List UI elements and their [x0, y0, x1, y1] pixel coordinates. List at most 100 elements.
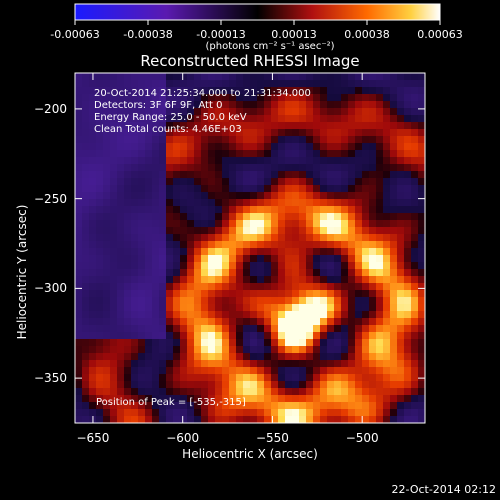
heatmap-cell — [110, 395, 118, 403]
heatmap-cell — [404, 388, 412, 396]
heatmap-cell — [229, 241, 237, 249]
heatmap-cell — [376, 332, 384, 340]
heatmap-cell — [236, 178, 244, 186]
heatmap-cell — [103, 381, 111, 389]
heatmap-cell — [117, 276, 125, 284]
heatmap-cell — [103, 367, 111, 375]
heatmap-cell — [89, 388, 97, 396]
heatmap-cell — [236, 115, 244, 123]
heatmap-cell — [278, 101, 286, 109]
heatmap-cell — [397, 248, 405, 256]
heatmap-cell — [264, 143, 272, 151]
heatmap-cell — [103, 248, 111, 256]
heatmap-cell — [229, 276, 237, 284]
heatmap-cell — [264, 262, 272, 270]
heatmap-cell — [397, 332, 405, 340]
heatmap-cell — [110, 325, 118, 333]
heatmap-cell — [313, 185, 321, 193]
heatmap-cell — [320, 318, 328, 326]
heatmap-cell — [229, 402, 237, 410]
heatmap-cell — [222, 318, 230, 326]
heatmap-cell — [285, 416, 293, 424]
heatmap-cell — [390, 402, 398, 410]
heatmap-cell — [411, 304, 419, 312]
heatmap-cell — [369, 136, 377, 144]
heatmap-cell — [369, 227, 377, 235]
heatmap-cell — [208, 108, 216, 116]
heatmap-cell — [341, 241, 349, 249]
heatmap-cell — [243, 346, 251, 354]
heatmap-cell — [334, 143, 342, 151]
heatmap-cell — [376, 360, 384, 368]
heatmap-cell — [110, 346, 118, 354]
heatmap-cell — [390, 276, 398, 284]
heatmap-cell — [145, 157, 153, 165]
heatmap-cell — [341, 360, 349, 368]
heatmap-cell — [201, 199, 209, 207]
heatmap-cell — [257, 395, 265, 403]
heatmap-cell — [131, 150, 139, 158]
heatmap-cell — [299, 206, 307, 214]
heatmap-cell — [411, 108, 419, 116]
heatmap-cell — [194, 367, 202, 375]
heatmap-cell — [166, 304, 174, 312]
heatmap-cell — [404, 220, 412, 228]
heatmap-cell — [236, 402, 244, 410]
heatmap-cell — [418, 213, 426, 221]
heatmap-cell — [264, 157, 272, 165]
heatmap-cell — [117, 353, 125, 361]
heatmap-cell — [313, 297, 321, 305]
heatmap-cell — [418, 297, 426, 305]
heatmap-cell — [411, 262, 419, 270]
heatmap-cell — [306, 129, 314, 137]
heatmap-cell — [306, 115, 314, 123]
heatmap-cell — [250, 94, 258, 102]
heatmap-cell — [390, 80, 398, 88]
heatmap-cell — [341, 122, 349, 130]
heatmap-cell — [306, 339, 314, 347]
heatmap-cell — [131, 367, 139, 375]
heatmap-cell — [306, 248, 314, 256]
heatmap-cell — [418, 255, 426, 263]
heatmap-cell — [313, 304, 321, 312]
heatmap-cell — [334, 136, 342, 144]
heatmap-cell — [159, 367, 167, 375]
heatmap-cell — [173, 80, 181, 88]
heatmap-cell — [180, 276, 188, 284]
heatmap-cell — [362, 80, 370, 88]
heatmap-cell — [208, 94, 216, 102]
heatmap-cell — [369, 73, 377, 81]
heatmap-cell — [264, 395, 272, 403]
heatmap-cell — [243, 416, 251, 424]
heatmap-cell — [117, 374, 125, 382]
heatmap-cell — [285, 129, 293, 137]
heatmap-cell — [89, 325, 97, 333]
heatmap-cell — [411, 185, 419, 193]
heatmap-cell — [75, 108, 83, 116]
heatmap-cell — [222, 283, 230, 291]
heatmap-cell — [257, 220, 265, 228]
heatmap-cell — [397, 192, 405, 200]
heatmap-cell — [124, 143, 132, 151]
heatmap-cell — [159, 213, 167, 221]
heatmap-cell — [173, 213, 181, 221]
heatmap-cell — [110, 269, 118, 277]
heatmap-cell — [180, 374, 188, 382]
heatmap-cell — [411, 283, 419, 291]
heatmap-cell — [418, 73, 426, 81]
heatmap-cell — [250, 318, 258, 326]
heatmap-cell — [82, 304, 90, 312]
heatmap-cell — [250, 346, 258, 354]
heatmap-cell — [180, 283, 188, 291]
heatmap-cell — [327, 192, 335, 200]
heatmap-cell — [320, 185, 328, 193]
heatmap-cell — [96, 157, 104, 165]
heatmap-cell — [229, 94, 237, 102]
heatmap-cell — [250, 220, 258, 228]
heatmap-cell — [194, 185, 202, 193]
heatmap-cell — [334, 353, 342, 361]
heatmap-cell — [306, 409, 314, 417]
heatmap-cell — [124, 227, 132, 235]
heatmap-cell — [306, 381, 314, 389]
heatmap-cell — [166, 136, 174, 144]
